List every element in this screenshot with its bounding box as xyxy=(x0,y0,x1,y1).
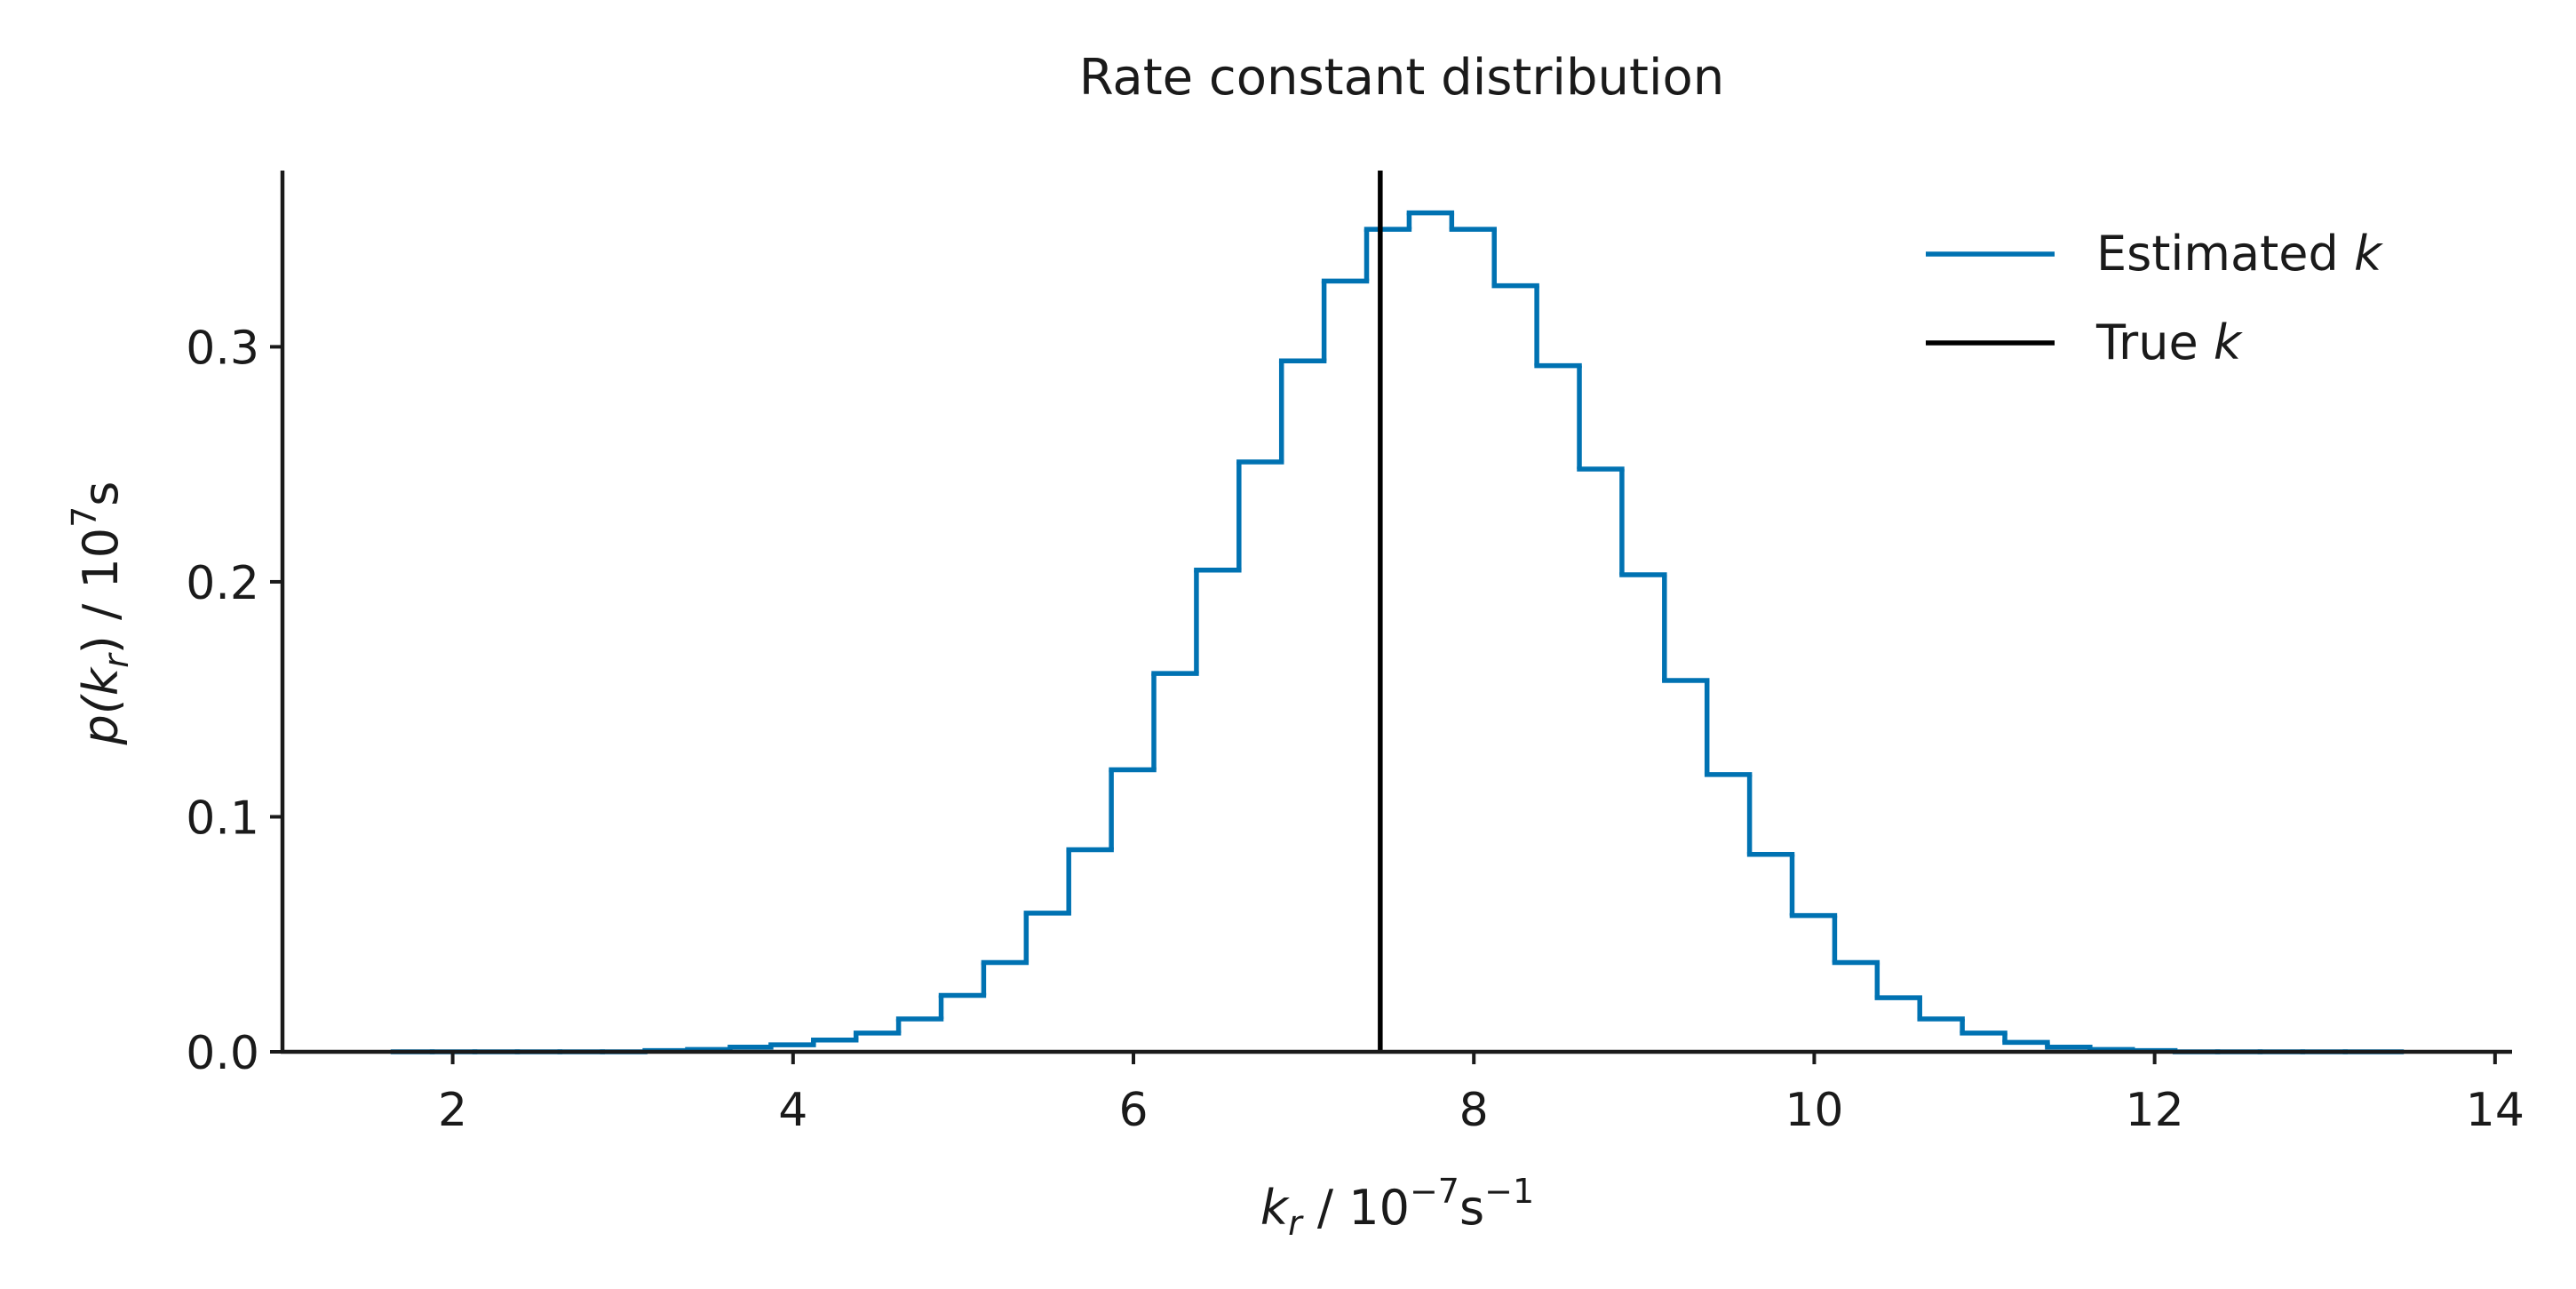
x-axis-label-unit-sup: −1 xyxy=(1484,1172,1534,1211)
legend-label-true-k: True k xyxy=(2095,314,2244,370)
x-tick-label: 14 xyxy=(2466,1084,2524,1137)
x-axis-label-sup: −7 xyxy=(1410,1172,1459,1211)
x-axis-label-sub: r xyxy=(1288,1204,1304,1243)
x-tick-label: 10 xyxy=(1785,1084,1843,1137)
y-axis-label-var: k xyxy=(73,665,129,696)
axes: 2 4 6 8 10 12 14 0.0 0.1 0.2 0.3 xyxy=(186,171,2524,1137)
y-tick-label: 0.3 xyxy=(186,322,259,375)
x-axis-label-unit: s xyxy=(1459,1180,1484,1236)
legend-label-estimated-k-var: k xyxy=(2354,226,2384,282)
x-axis-label-rest: / 10 xyxy=(1302,1180,1410,1236)
y-axis-label-sub: r xyxy=(97,652,136,668)
plot-area xyxy=(390,171,2405,1054)
y-tick-label: 0.0 xyxy=(186,1027,259,1080)
x-axis-label-var: k xyxy=(1260,1180,1291,1236)
y-axis-label-post: ) / 10 xyxy=(73,528,129,654)
x-tick-label: 6 xyxy=(1118,1084,1148,1137)
x-ticks: 2 4 6 8 10 12 14 xyxy=(438,1052,2524,1137)
legend-label-true-k-text: True xyxy=(2095,314,2214,370)
y-tick-label: 0.2 xyxy=(186,557,259,610)
y-axis-label-unit: s xyxy=(73,481,129,506)
x-tick-label: 4 xyxy=(778,1084,807,1137)
x-tick-label: 12 xyxy=(2126,1084,2184,1137)
legend-label-true-k-var: k xyxy=(2214,314,2244,370)
y-axis-label-pre: p( xyxy=(73,693,129,745)
x-tick-label: 8 xyxy=(1459,1084,1489,1137)
y-axis-label-sup: 7 xyxy=(65,506,104,528)
y-axis-label: p(kr) / 107s xyxy=(65,481,136,746)
x-axis-label: kr / 10−7s−1 xyxy=(1260,1172,1534,1243)
legend-label-estimated-k-text: Estimated xyxy=(2096,226,2354,282)
chart-title: Rate constant distribution xyxy=(1079,49,1725,107)
legend: Estimated k True k xyxy=(1926,226,2384,370)
y-ticks: 0.0 0.1 0.2 0.3 xyxy=(186,322,282,1080)
legend-label-estimated-k: Estimated k xyxy=(2096,226,2384,282)
y-tick-label: 0.1 xyxy=(186,792,259,845)
x-tick-label: 2 xyxy=(438,1084,467,1137)
